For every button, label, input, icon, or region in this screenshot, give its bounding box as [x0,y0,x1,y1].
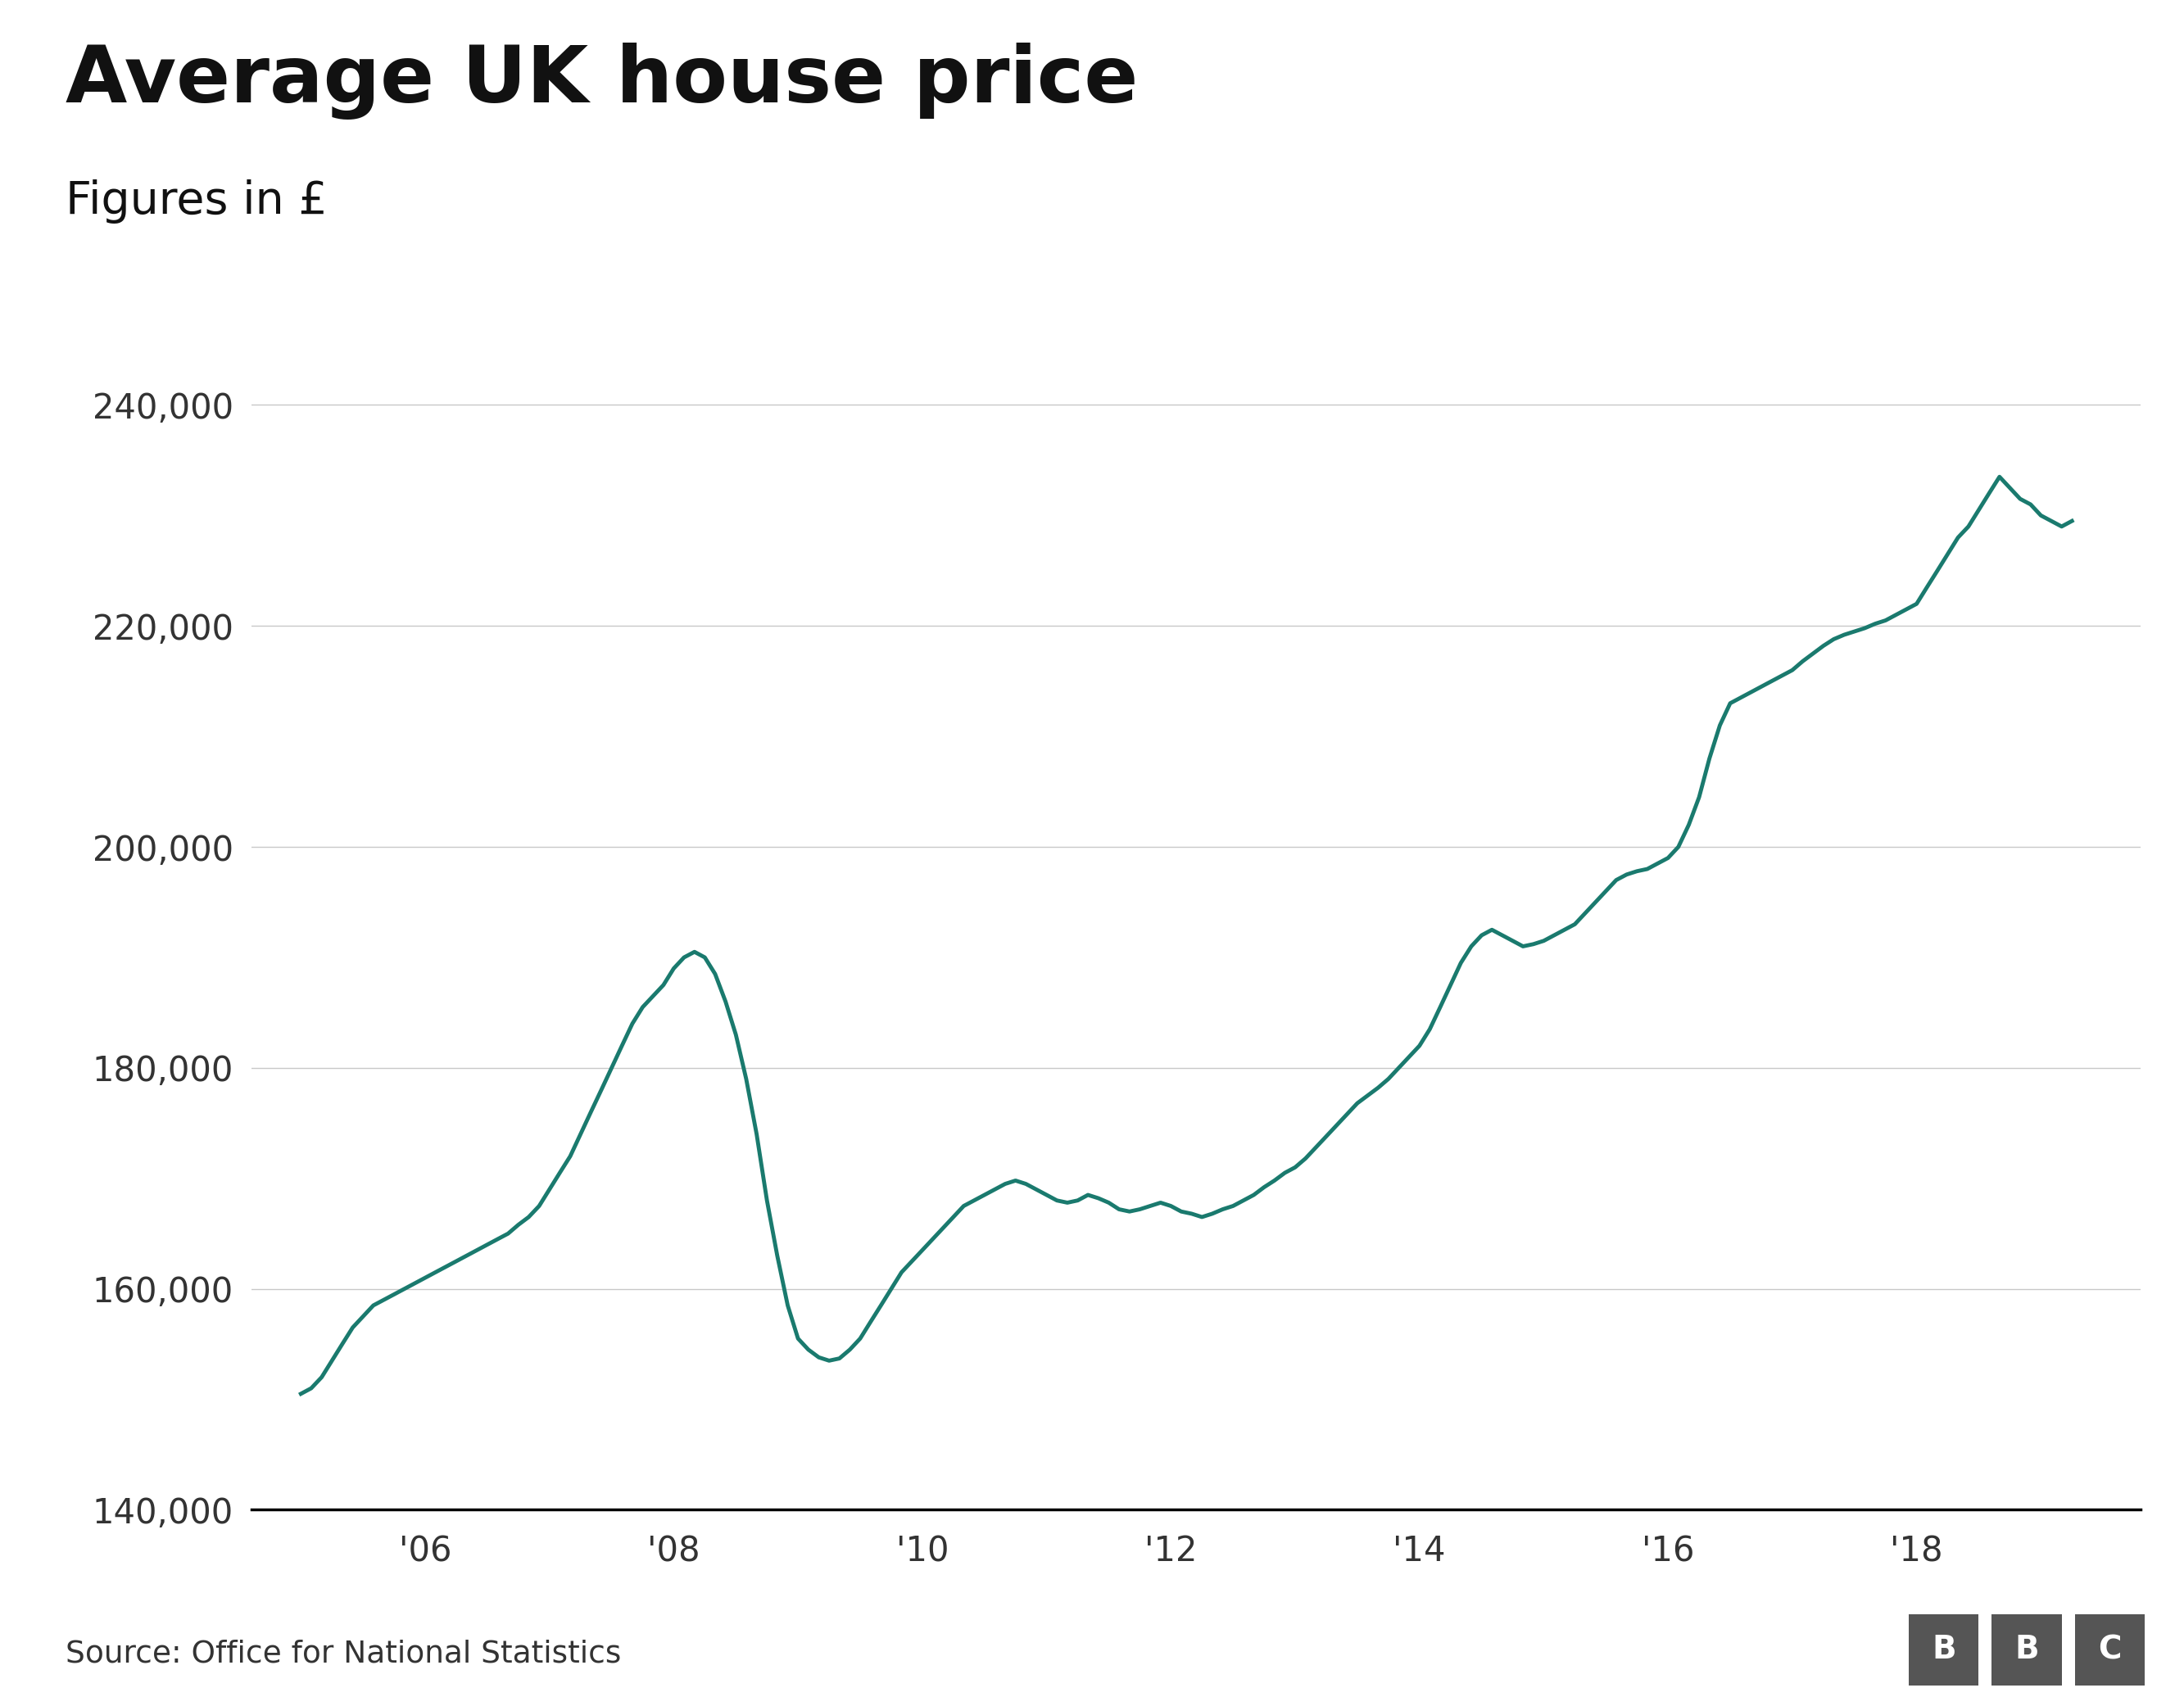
Text: Figures in £: Figures in £ [66,179,328,223]
Text: B: B [1931,1634,1957,1665]
Text: C: C [2099,1634,2121,1665]
Text: Average UK house price: Average UK house price [66,43,1138,119]
Text: B: B [2014,1634,2040,1665]
Text: Source: Office for National Statistics: Source: Office for National Statistics [66,1639,620,1668]
